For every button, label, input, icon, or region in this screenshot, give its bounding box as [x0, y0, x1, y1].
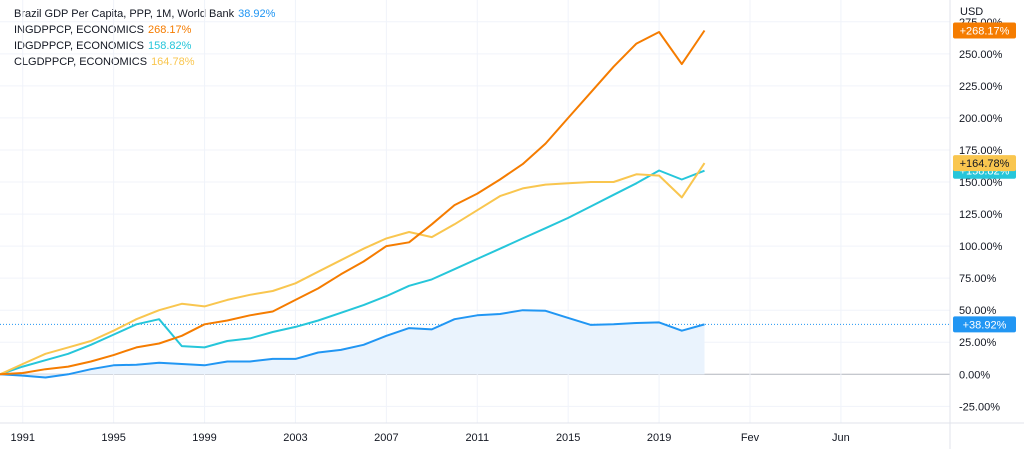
- x-tick-label: 1995: [101, 432, 125, 444]
- legend: Brazil GDP Per Capita, PPP, 1M, World Ba…: [14, 6, 275, 70]
- legend-label: IDGDPPCP, ECONOMICS: [14, 40, 144, 52]
- legend-value: 38.92%: [238, 8, 276, 20]
- legend-value: 158.82%: [148, 40, 192, 52]
- legend-item-india[interactable]: INGDPPCP, ECONOMICS 268.17%: [14, 22, 275, 38]
- x-tick-label: Jun: [832, 432, 850, 444]
- legend-item-brazil[interactable]: Brazil GDP Per Capita, PPP, 1M, World Ba…: [14, 6, 275, 22]
- price-label-india: +268.17%: [953, 22, 1016, 39]
- y-tick-label: 150.00%: [959, 177, 1003, 189]
- legend-value: 164.78%: [151, 56, 195, 68]
- price-label-text: +268.17%: [960, 26, 1010, 38]
- y-tick-label: 200.00%: [959, 113, 1003, 125]
- series-area-brazil: [0, 310, 705, 378]
- price-label-brazil: +38.92%: [953, 316, 1016, 333]
- y-tick-label: 25.00%: [959, 337, 997, 349]
- y-tick-label: 75.00%: [959, 273, 997, 285]
- x-tick-label: 2011: [465, 432, 489, 444]
- area-layer: [0, 310, 705, 378]
- y-tick-label: 0.00%: [959, 369, 990, 381]
- series-line-chile[interactable]: [0, 162, 706, 376]
- y-tick-label: 50.00%: [959, 305, 997, 317]
- legend-value: 268.17%: [148, 24, 192, 36]
- series-line-brazil[interactable]: [0, 309, 705, 379]
- legend-label: INGDPPCP, ECONOMICS: [14, 24, 144, 36]
- price-label-text: +164.78%: [960, 158, 1010, 170]
- y-tick-label: 100.00%: [959, 241, 1003, 253]
- legend-label: Brazil GDP Per Capita, PPP, 1M, World Ba…: [14, 8, 235, 20]
- price-label-text: +38.92%: [963, 319, 1007, 331]
- series-line-indonesia[interactable]: [0, 169, 705, 376]
- y-axis-unit: USD: [960, 6, 983, 18]
- y-tick-label: -25.00%: [959, 401, 1000, 413]
- y-tick-label: 175.00%: [959, 145, 1003, 157]
- y-tick-label: 250.00%: [959, 49, 1003, 61]
- x-tick-label: 1999: [192, 432, 216, 444]
- legend-item-indonesia[interactable]: IDGDPPCP, ECONOMICS 158.82%: [14, 38, 275, 54]
- x-tick-label: 2019: [647, 432, 671, 444]
- x-tick-label: 2007: [374, 432, 398, 444]
- x-tick-label: 2015: [556, 432, 580, 444]
- series-line-india[interactable]: [0, 29, 706, 376]
- y-axis-ticks: 275.00%250.00%225.00%200.00%175.00%150.0…: [959, 17, 1003, 414]
- y-tick-label: 225.00%: [959, 81, 1003, 93]
- y-tick-label: 125.00%: [959, 209, 1003, 221]
- price-labels: +38.92%+158.82%+164.78%+268.17%: [953, 22, 1016, 333]
- x-tick-label: Fev: [741, 432, 760, 444]
- x-tick-label: 2003: [283, 432, 307, 444]
- x-axis-ticks: 1991 1995 1999 2003 2007 2011 2015 2019 Fev Jun: [10, 432, 849, 444]
- x-tick-label: 1991: [10, 432, 34, 444]
- series-layer: [0, 29, 706, 379]
- price-label-chile: +164.78%: [953, 155, 1016, 172]
